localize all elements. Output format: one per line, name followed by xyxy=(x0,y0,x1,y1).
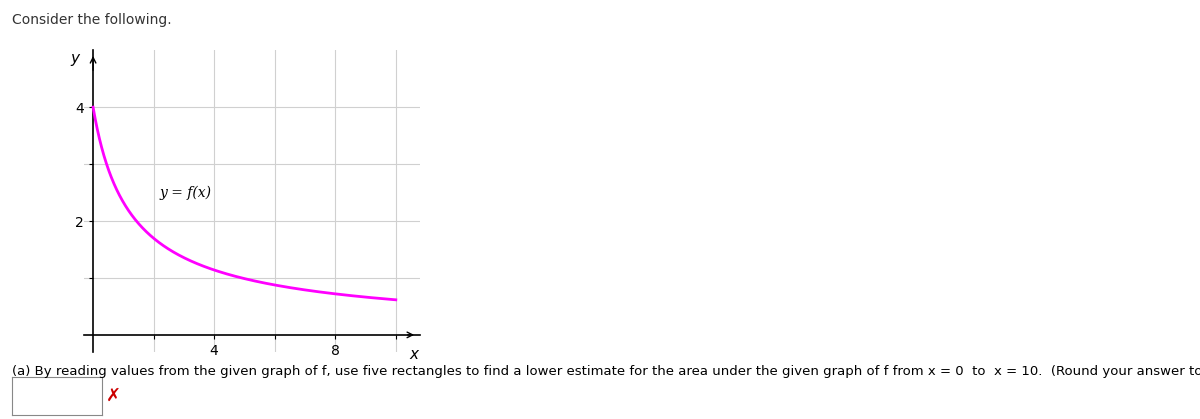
Text: y: y xyxy=(71,51,79,66)
Text: x: x xyxy=(409,347,419,362)
Text: Consider the following.: Consider the following. xyxy=(12,13,172,26)
Text: (a) By reading values from the given graph of f, use five rectangles to find a l: (a) By reading values from the given gra… xyxy=(12,365,1200,378)
Text: ✗: ✗ xyxy=(106,387,121,405)
Text: y = f(x): y = f(x) xyxy=(160,185,211,200)
